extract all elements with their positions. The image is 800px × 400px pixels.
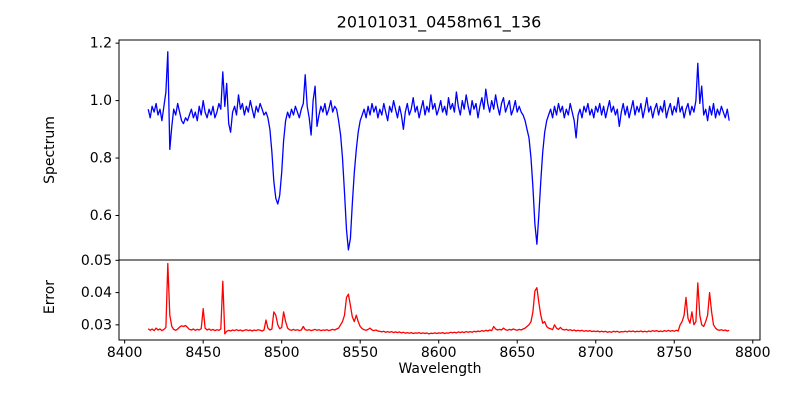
x-tick-label-8700: 8700: [578, 345, 614, 361]
x-tick-label-8800: 8800: [735, 345, 771, 361]
y-tick-label-0.8: 0.8: [90, 151, 112, 167]
chart-title: 20101031_0458m61_136: [336, 12, 542, 32]
axes-frame-1: [118, 259, 761, 341]
x-tick-label-8400: 8400: [107, 345, 143, 361]
spectrum-line: [147, 51, 730, 251]
y-tick-label-0.04: 0.04: [81, 285, 112, 301]
x-tick-label-8650: 8650: [499, 345, 535, 361]
y-tick-label-0.03: 0.03: [81, 317, 112, 333]
x-tick-label-8550: 8550: [342, 345, 378, 361]
x-tick-label-8450: 8450: [185, 345, 221, 361]
y-tick-label-0.6: 0.6: [90, 208, 112, 224]
y-tick-label-1.2: 1.2: [90, 36, 112, 52]
x-tick-label-8500: 8500: [264, 345, 300, 361]
x-tick-label-8750: 8750: [656, 345, 692, 361]
y-tick-label-1.0: 1.0: [90, 93, 112, 109]
x-tick-label-8600: 8600: [421, 345, 457, 361]
axes-frame-0: [118, 39, 761, 261]
x-axis-label: Wavelength: [398, 361, 482, 377]
y-tick-label-0.05: 0.05: [81, 253, 112, 269]
y-axis-label-error: Error: [42, 279, 58, 315]
y-axis-label-spectrum: Spectrum: [42, 116, 58, 184]
error-line: [147, 262, 730, 335]
